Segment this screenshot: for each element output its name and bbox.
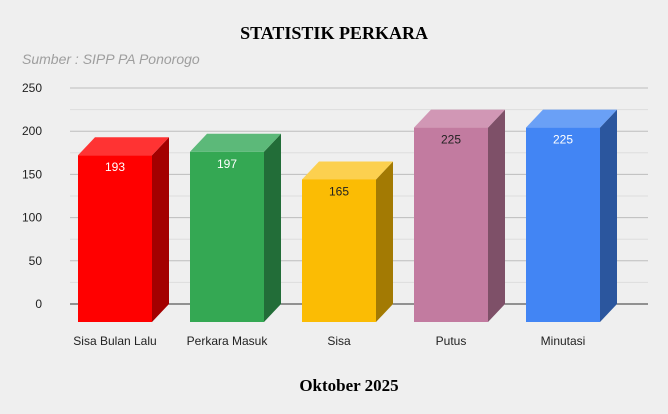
y-tick-label: 50	[29, 254, 43, 268]
x-axis: Sisa Bulan Lalu Perkara Masuk Sisa Putus Min…	[73, 334, 585, 348]
x-tick-label: Putus	[436, 334, 467, 348]
chart-title: STATISTIK PERKARA	[240, 23, 428, 43]
bar-top	[526, 109, 617, 128]
bar-front	[302, 179, 376, 322]
bar: 197	[190, 133, 281, 322]
bar-top	[414, 109, 505, 128]
bar: 225	[414, 109, 505, 322]
y-tick-label: 0	[35, 297, 42, 311]
bar-front	[190, 151, 264, 322]
x-tick-label: Perkara Masuk	[187, 334, 269, 348]
y-axis: 0 50 100 150 200 250	[22, 81, 42, 311]
data-label: 225	[553, 133, 573, 147]
y-tick-label: 100	[22, 211, 42, 225]
bar-side	[264, 133, 281, 322]
bar-side	[600, 109, 617, 322]
bar-top	[78, 137, 169, 156]
bar-side	[376, 161, 393, 322]
x-tick-label: Minutasi	[541, 334, 586, 348]
bar-front	[414, 127, 488, 322]
x-tick-label: Sisa	[327, 334, 351, 348]
x-tick-label: Sisa Bulan Lalu	[73, 334, 156, 348]
bars: 193 197 165 225 225	[78, 109, 617, 322]
bar: 225	[526, 109, 617, 322]
chart-subtitle: Sumber : SIPP PA Ponorogo	[22, 51, 200, 67]
bar-side	[488, 109, 505, 322]
bar: 165	[302, 161, 393, 322]
y-tick-label: 200	[22, 124, 42, 138]
bar: 193	[78, 137, 169, 322]
bar-front	[78, 155, 152, 322]
bar-top	[302, 161, 393, 180]
x-axis-title: Oktober 2025	[299, 376, 398, 395]
y-tick-label: 150	[22, 167, 42, 181]
data-label: 197	[217, 157, 237, 171]
y-tick-label: 250	[22, 81, 42, 95]
bar-side	[152, 137, 169, 322]
data-label: 193	[105, 160, 125, 174]
data-label: 225	[441, 133, 461, 147]
data-label: 165	[329, 184, 349, 198]
bar-top	[190, 133, 281, 152]
bar-front	[526, 127, 600, 322]
